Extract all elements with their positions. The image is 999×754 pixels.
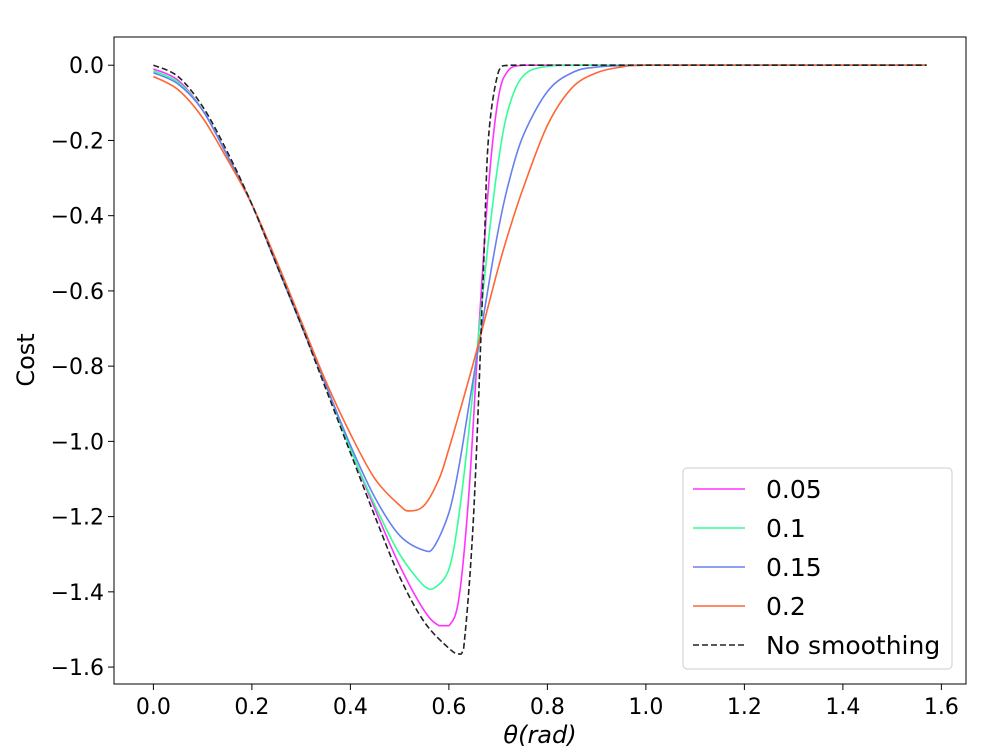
- y-tick-label: 0.0: [69, 54, 104, 79]
- plot-frame: [113, 36, 967, 685]
- y-axis-label: Cost: [12, 333, 40, 386]
- y-tick-label: −1.2: [51, 506, 104, 531]
- x-tick-label: 1.6: [924, 695, 959, 720]
- x-axis: 0.0 0.2 0.4 0.6 0.8 1.0 1.2 1.4 1.6: [136, 684, 959, 720]
- legend-box: [682, 467, 953, 670]
- legend-label-2: 0.15: [766, 553, 822, 582]
- x-tick-label: 0.8: [530, 695, 565, 720]
- x-tick-label: 1.0: [628, 695, 663, 720]
- y-axis: 0.0 −0.2 −0.4 −0.6 −0.8 −1.0 −1.2 −1.4 −1.6: [51, 54, 114, 681]
- y-tick-label: −1.0: [51, 430, 104, 455]
- y-tick-label: −0.2: [51, 129, 104, 154]
- y-tick-label: −1.6: [51, 656, 104, 681]
- legend-label-3: 0.2: [766, 592, 806, 621]
- x-tick-label: 0.2: [234, 695, 269, 720]
- series-line-4: [153, 64, 927, 655]
- x-tick-label: 1.2: [727, 695, 762, 720]
- y-tick-label: −0.8: [51, 355, 104, 380]
- x-tick-label: 0.4: [333, 695, 368, 720]
- y-tick-label: −0.4: [51, 205, 104, 230]
- legend: 0.05 0.1 0.15 0.2 No smoothing: [682, 467, 953, 670]
- x-tick-label: 1.4: [825, 695, 860, 720]
- series-line-3: [153, 64, 927, 512]
- y-tick-label: −1.4: [51, 581, 104, 606]
- legend-label-1: 0.1: [766, 514, 806, 543]
- plot-lines: [153, 64, 927, 655]
- x-tick-label: 0.0: [136, 695, 171, 720]
- legend-label-0: 0.05: [766, 475, 822, 504]
- x-tick-label: 0.6: [431, 695, 466, 720]
- legend-label-4: No smoothing: [766, 631, 940, 660]
- y-tick-label: −0.6: [51, 280, 104, 305]
- x-axis-label: θ(rad): [503, 721, 576, 749]
